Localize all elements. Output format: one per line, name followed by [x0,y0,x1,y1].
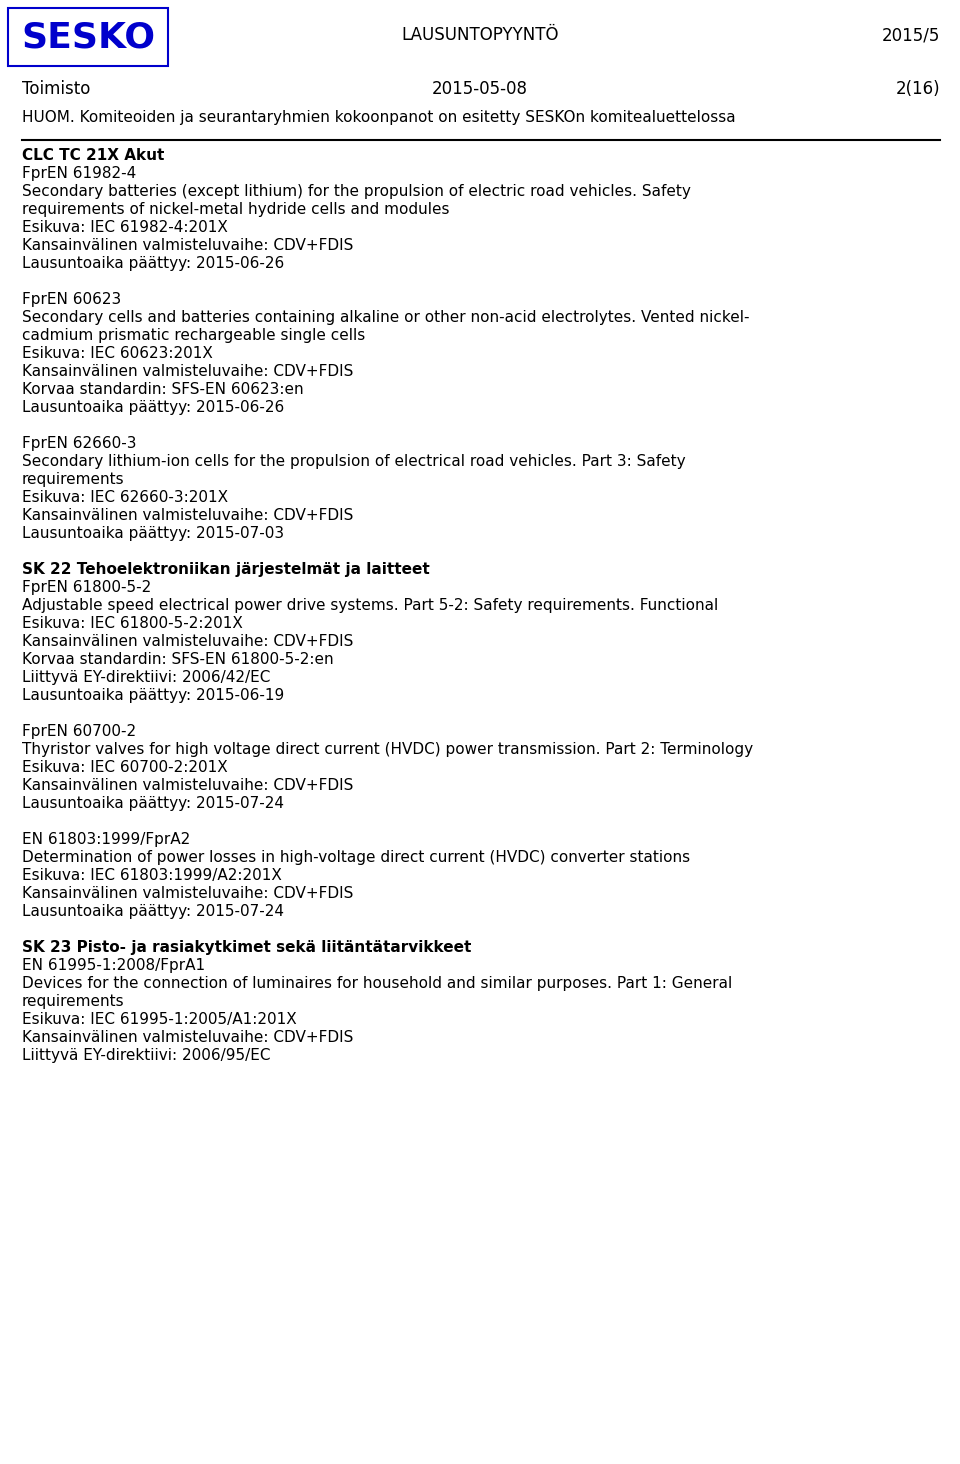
Text: SK 23 Pisto- ja rasiakytkimet sekä liitäntätarvikkeet: SK 23 Pisto- ja rasiakytkimet sekä liitä… [22,940,471,955]
Text: Kansainvälinen valmisteluvaihe: CDV+FDIS: Kansainvälinen valmisteluvaihe: CDV+FDIS [22,365,353,379]
Text: Kansainvälinen valmisteluvaihe: CDV+FDIS: Kansainvälinen valmisteluvaihe: CDV+FDIS [22,239,353,253]
Text: Secondary cells and batteries containing alkaline or other non-acid electrolytes: Secondary cells and batteries containing… [22,310,750,325]
Text: CLC TC 21X Akut: CLC TC 21X Akut [22,148,164,163]
Text: requirements: requirements [22,994,125,1009]
Text: EN 61995-1:2008/FprA1: EN 61995-1:2008/FprA1 [22,957,205,974]
Text: LAUSUNTOPYYNTÖ: LAUSUNTOPYYNTÖ [401,26,559,44]
Text: Esikuva: IEC 61982-4:201X: Esikuva: IEC 61982-4:201X [22,220,228,236]
Text: Lausuntoaika päättyy: 2015-07-24: Lausuntoaika päättyy: 2015-07-24 [22,796,284,811]
Text: Lausuntoaika päättyy: 2015-06-26: Lausuntoaika päättyy: 2015-06-26 [22,256,284,271]
Text: Lausuntoaika päättyy: 2015-06-26: Lausuntoaika päättyy: 2015-06-26 [22,400,284,414]
Text: Liittyvä EY-direktiivi: 2006/42/EC: Liittyvä EY-direktiivi: 2006/42/EC [22,671,271,685]
Text: Esikuva: IEC 62660-3:201X: Esikuva: IEC 62660-3:201X [22,490,228,505]
Text: cadmium prismatic rechargeable single cells: cadmium prismatic rechargeable single ce… [22,328,365,343]
Text: FprEN 61800-5-2: FprEN 61800-5-2 [22,580,152,594]
Text: requirements of nickel-metal hydride cells and modules: requirements of nickel-metal hydride cel… [22,202,449,217]
FancyBboxPatch shape [8,7,168,66]
Text: 2015/5: 2015/5 [881,26,940,44]
Text: Thyristor valves for high voltage direct current (HVDC) power transmission. Part: Thyristor valves for high voltage direct… [22,742,754,757]
Text: requirements: requirements [22,471,125,488]
Text: Liittyvä EY-direktiivi: 2006/95/EC: Liittyvä EY-direktiivi: 2006/95/EC [22,1048,271,1063]
Text: Korvaa standardin: SFS-EN 60623:en: Korvaa standardin: SFS-EN 60623:en [22,382,303,397]
Text: Esikuva: IEC 60623:201X: Esikuva: IEC 60623:201X [22,346,213,362]
Text: Kansainvälinen valmisteluvaihe: CDV+FDIS: Kansainvälinen valmisteluvaihe: CDV+FDIS [22,777,353,793]
Text: Secondary lithium-ion cells for the propulsion of electrical road vehicles. Part: Secondary lithium-ion cells for the prop… [22,454,685,468]
Text: EN 61803:1999/FprA2: EN 61803:1999/FprA2 [22,832,190,848]
Text: Lausuntoaika päättyy: 2015-07-24: Lausuntoaika päättyy: 2015-07-24 [22,903,284,919]
Text: FprEN 60700-2: FprEN 60700-2 [22,725,136,739]
Text: Kansainvälinen valmisteluvaihe: CDV+FDIS: Kansainvälinen valmisteluvaihe: CDV+FDIS [22,1031,353,1045]
Text: 2015-05-08: 2015-05-08 [432,81,528,98]
Text: FprEN 61982-4: FprEN 61982-4 [22,165,136,182]
Text: SK 22 Tehoelektroniikan järjestelmät ja laitteet: SK 22 Tehoelektroniikan järjestelmät ja … [22,562,430,577]
Text: Esikuva: IEC 61803:1999/A2:201X: Esikuva: IEC 61803:1999/A2:201X [22,868,282,883]
Text: Korvaa standardin: SFS-EN 61800-5-2:en: Korvaa standardin: SFS-EN 61800-5-2:en [22,651,334,668]
Text: Esikuva: IEC 60700-2:201X: Esikuva: IEC 60700-2:201X [22,760,228,774]
Text: HUOM. Komiteoiden ja seurantaryhmien kokoonpanot on esitetty SESKOn komitealuett: HUOM. Komiteoiden ja seurantaryhmien kok… [22,110,735,124]
Text: FprEN 60623: FprEN 60623 [22,291,121,307]
Text: Lausuntoaika päättyy: 2015-07-03: Lausuntoaika päättyy: 2015-07-03 [22,526,284,542]
Text: Esikuva: IEC 61995-1:2005/A1:201X: Esikuva: IEC 61995-1:2005/A1:201X [22,1012,297,1028]
Text: Kansainvälinen valmisteluvaihe: CDV+FDIS: Kansainvälinen valmisteluvaihe: CDV+FDIS [22,508,353,523]
Text: Lausuntoaika päättyy: 2015-06-19: Lausuntoaika päättyy: 2015-06-19 [22,688,284,703]
Text: Kansainvälinen valmisteluvaihe: CDV+FDIS: Kansainvälinen valmisteluvaihe: CDV+FDIS [22,634,353,649]
Text: SESKO: SESKO [21,20,156,54]
Text: Toimisto: Toimisto [22,81,90,98]
Text: Kansainvälinen valmisteluvaihe: CDV+FDIS: Kansainvälinen valmisteluvaihe: CDV+FDIS [22,886,353,900]
Text: Adjustable speed electrical power drive systems. Part 5-2: Safety requirements. : Adjustable speed electrical power drive … [22,597,718,613]
Text: FprEN 62660-3: FprEN 62660-3 [22,436,136,451]
Text: Devices for the connection of luminaires for household and similar purposes. Par: Devices for the connection of luminaires… [22,976,732,991]
Text: Esikuva: IEC 61800-5-2:201X: Esikuva: IEC 61800-5-2:201X [22,616,243,631]
Text: 2(16): 2(16) [896,81,940,98]
Text: Secondary batteries (except lithium) for the propulsion of electric road vehicle: Secondary batteries (except lithium) for… [22,184,691,199]
Text: Determination of power losses in high-voltage direct current (HVDC) converter st: Determination of power losses in high-vo… [22,851,690,865]
